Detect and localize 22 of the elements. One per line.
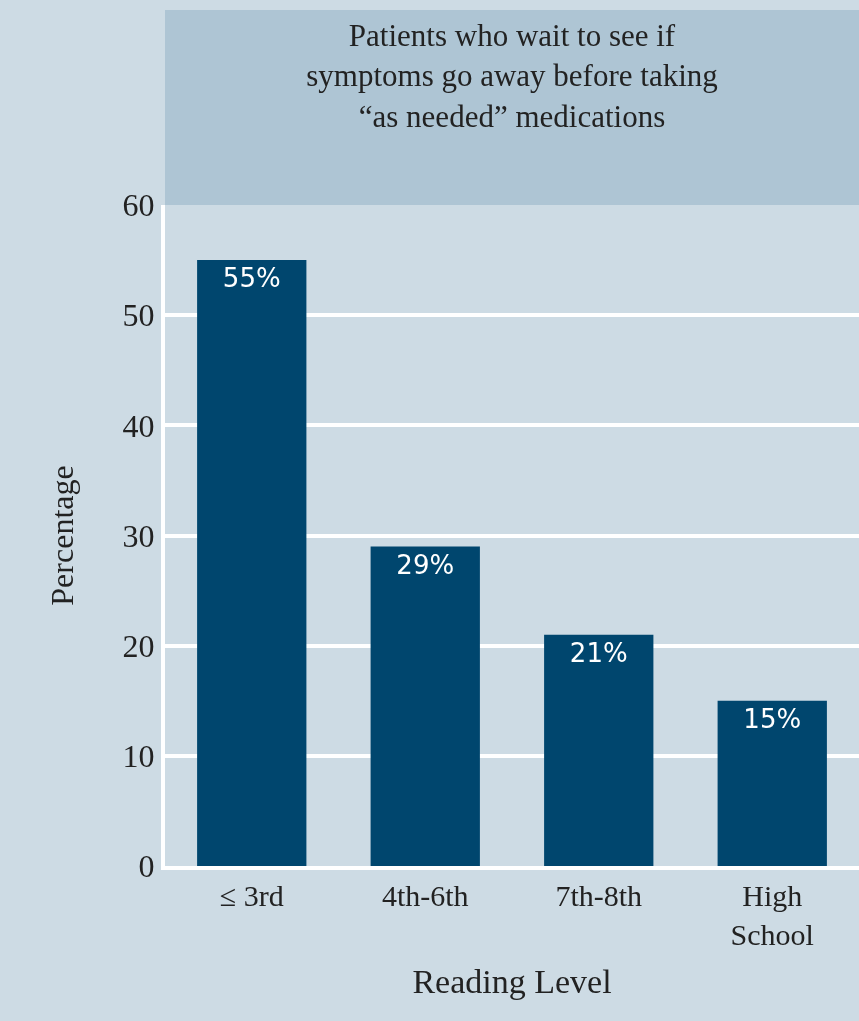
bar [544, 634, 654, 866]
y-tick-label: 40 [122, 407, 155, 444]
y-tick-label: 60 [122, 187, 155, 224]
y-tick-label: 50 [122, 297, 155, 334]
bar [717, 700, 827, 866]
y-tick-label: 20 [122, 627, 155, 664]
data-label: 55% [222, 263, 281, 294]
x-axis-title: Reading Level [412, 962, 612, 1000]
bar [197, 260, 307, 866]
y-tick-label: 10 [122, 738, 155, 775]
data-label: 29% [396, 549, 455, 580]
x-tick-label: 4th-6th [381, 879, 469, 912]
x-tick-label: High School [730, 879, 814, 951]
y-tick-label: 30 [122, 517, 155, 554]
bar [370, 546, 480, 866]
x-tick-label: 7th-8th [555, 879, 643, 912]
data-label: 21% [569, 637, 628, 668]
chart-title: Patients who wait to see if symptoms go away before taking “as needed” medications [306, 17, 718, 134]
data-label: 15% [743, 703, 802, 734]
x-tick-label: ≤ 3rd [219, 879, 284, 912]
y-tick-label: 0 [138, 848, 155, 885]
y-axis-title: Percentage [44, 465, 81, 606]
